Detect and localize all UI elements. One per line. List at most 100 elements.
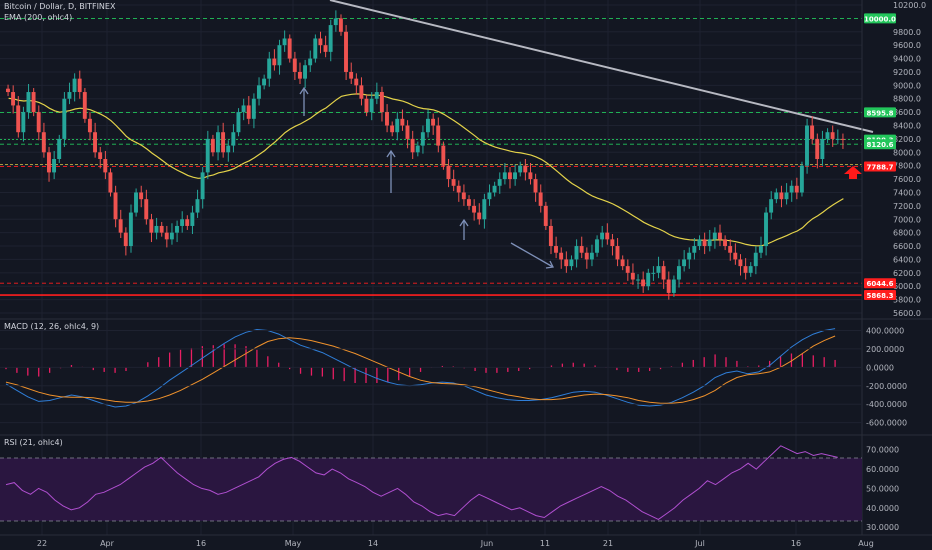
price-tick-label: 6200.0 <box>893 269 921 278</box>
price-tick-label: 7800.0 <box>893 162 921 171</box>
candle-body <box>682 259 687 267</box>
candle-body <box>441 145 446 166</box>
candle-body <box>154 225 159 233</box>
price-tick-label: 7400.0 <box>893 188 921 197</box>
candle-body <box>456 185 461 193</box>
candle-body <box>354 78 359 86</box>
up-arrow-may[interactable] <box>299 86 309 116</box>
price-tag-label: 7788.7 <box>866 163 893 171</box>
candle-body <box>579 246 584 253</box>
candle-body <box>712 232 717 240</box>
red-up-arrow[interactable] <box>844 166 862 179</box>
candle-body <box>57 138 62 159</box>
rsi-panel[interactable]: RSI (21, ohlc4) <box>0 438 862 522</box>
candle-body <box>349 71 354 79</box>
price-tick-label: 6400.0 <box>893 255 921 264</box>
macd-tick-label: -200.0000 <box>866 382 907 391</box>
price-panel[interactable]: Bitcoin / Dollar, D, BITFINEX EMA (200, … <box>0 0 874 300</box>
candle-body <box>16 105 21 133</box>
candle-body <box>666 279 671 293</box>
candle-body <box>67 92 72 99</box>
candle-body <box>569 259 574 267</box>
time-tick-label: May <box>285 539 302 548</box>
candle-body <box>825 132 830 139</box>
macd-line <box>5 328 836 408</box>
candle-body <box>272 58 277 66</box>
candle-body <box>180 219 185 226</box>
price-tick-label: 9200.0 <box>893 68 921 77</box>
candle-body <box>262 78 267 86</box>
candle-body <box>390 125 395 133</box>
candle-body <box>625 266 630 273</box>
candle-body <box>144 199 149 220</box>
candle-body <box>559 252 564 260</box>
macd-tick-label: 0.0000 <box>866 363 894 372</box>
candle-body <box>794 185 799 193</box>
candle-body <box>190 212 195 226</box>
diagonal-arrow-june[interactable] <box>510 242 554 269</box>
candle-body <box>620 259 625 267</box>
candle-body <box>426 118 430 133</box>
up-arrow-may-2[interactable] <box>386 149 396 193</box>
time-tick-label: Apr <box>100 539 115 548</box>
candle-body <box>410 138 415 153</box>
price-tick-label: 7000.0 <box>893 215 921 224</box>
candle-body <box>610 239 615 247</box>
time-axis[interactable]: 22 Apr 16 May 14 Jun 11 21 Jul 16 Aug <box>37 539 874 548</box>
price-tick-label: 6800.0 <box>893 229 921 238</box>
candle-body <box>492 185 497 193</box>
candle-body <box>805 125 809 166</box>
price-tag-support: 6044.6 <box>864 278 896 289</box>
candle-body <box>748 266 753 273</box>
candle-body <box>676 266 681 280</box>
candle-body <box>31 92 36 113</box>
candle-body <box>554 246 558 253</box>
candle-body <box>400 118 405 126</box>
candle-body <box>134 192 138 213</box>
time-tick-label: 16 <box>791 539 801 548</box>
candle-body <box>815 138 820 159</box>
candle-body <box>564 259 569 267</box>
annotation-arrows[interactable] <box>299 86 554 269</box>
candle-body <box>46 152 51 173</box>
candle-body <box>164 232 169 240</box>
candle-body <box>436 125 441 146</box>
candle-body <box>185 219 190 226</box>
candle-body <box>21 112 26 133</box>
candle-body <box>630 272 635 280</box>
price-tick-label: 8600.0 <box>893 108 921 117</box>
candle-body <box>641 279 646 287</box>
candle-body <box>538 192 543 206</box>
price-tick-label: 8400.0 <box>893 122 921 131</box>
up-arrow-june[interactable] <box>459 218 469 240</box>
candle-body <box>395 118 400 133</box>
price-tick-label: 8800.0 <box>893 95 921 104</box>
candle-body <box>210 138 215 153</box>
price-axis[interactable]: 10200.0 9800.0 9600.0 9400.0 9200.0 9000.0 880… <box>893 1 926 318</box>
price-tick-label: 7200.0 <box>893 202 921 211</box>
candle-body <box>738 259 743 267</box>
time-tick-label: 11 <box>540 539 550 548</box>
price-tag-support: 5868.3 <box>864 290 896 301</box>
candle-body <box>743 266 748 273</box>
rsi-band-fill <box>0 458 862 521</box>
candle-body <box>364 98 369 113</box>
candle-body <box>374 92 379 99</box>
descending-trendline[interactable] <box>329 0 874 133</box>
rsi-axis: 70.0000 60.0000 50.0000 40.0000 30.0000 <box>866 446 899 533</box>
candle-body <box>200 172 205 200</box>
rsi-label: RSI (21, ohlc4) <box>4 438 63 447</box>
candle-body <box>359 85 364 99</box>
rsi-tick-label: 30.0000 <box>866 523 899 532</box>
macd-panel[interactable]: MACD (12, 26, ohlc4, 9) <box>4 322 836 408</box>
candle-body <box>671 279 676 293</box>
candle-body <box>246 105 251 119</box>
candle-body <box>267 58 272 79</box>
candle-body <box>52 159 57 173</box>
candle-body <box>379 92 384 113</box>
candle-body <box>820 138 825 159</box>
macd-tick-label: 400.0000 <box>866 326 904 335</box>
candle-body <box>26 92 31 113</box>
rsi-tick-label: 40.0000 <box>866 504 899 513</box>
